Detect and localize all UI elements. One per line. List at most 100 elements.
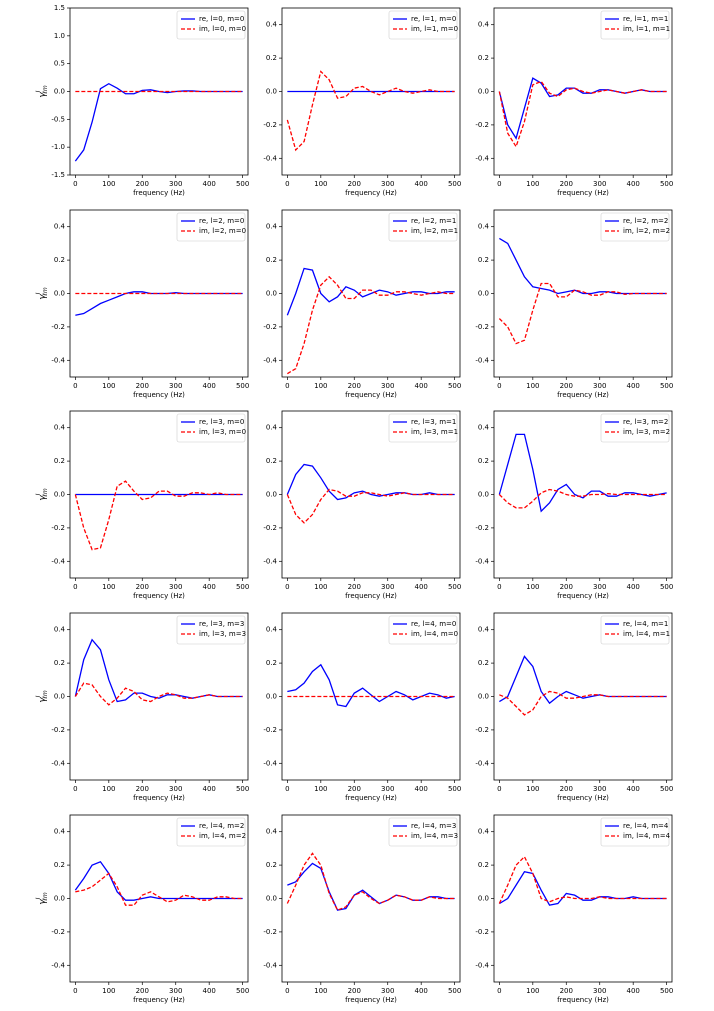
x-tick-label: 500 (660, 987, 673, 995)
subplot: 0 100 200 300 400 500 0.4 0.2 0.0 -0.2 -0.4 frequen… (475, 814, 673, 1004)
y-tick-label: 0.2 (266, 256, 277, 264)
legend-box (176, 413, 246, 443)
legend-label: im, l=4, m=1 (623, 630, 670, 638)
y-label-sup: I (35, 292, 42, 294)
legend-label: im, l=1, m=1 (623, 25, 670, 33)
x-tick-label: 300 (593, 583, 606, 591)
y-axis-label: γIℓm (35, 287, 49, 300)
y-tick-label: 0.4 (54, 626, 66, 634)
x-tick-label: 100 (102, 987, 115, 995)
x-axis-label: frequency (Hz) (133, 592, 185, 600)
y-tick-label: 0.4 (54, 828, 66, 836)
x-tick-label: 300 (593, 180, 606, 188)
x-tick-label: 500 (236, 785, 249, 793)
y-tick-label: 0.0 (266, 290, 277, 298)
x-tick-label: 400 (203, 583, 216, 591)
subplot: 0 100 200 300 400 500 0.4 0.2 0.0 -0.2 -0.4 frequen… (35, 410, 249, 600)
legend-label: im, l=1, m=0 (411, 25, 458, 33)
x-axis-label: frequency (Hz) (345, 794, 397, 802)
y-tick-label: -0.4 (475, 961, 489, 969)
x-tick-label: 100 (526, 382, 539, 390)
x-tick-label: 300 (593, 382, 606, 390)
x-tick-label: 100 (314, 785, 327, 793)
legend-box (600, 10, 670, 40)
y-label-sup: I (35, 897, 42, 899)
y-tick-label: 0.0 (478, 88, 489, 96)
series-line (498, 282, 667, 345)
x-tick-label: 400 (203, 180, 216, 188)
legend-label: im, l=4, m=3 (411, 832, 458, 840)
legend-label: re, l=4, m=1 (623, 620, 668, 628)
y-tick-label: 0.0 (478, 895, 489, 903)
y-axis-label: γIℓm (35, 488, 49, 501)
y-tick-label: 0.4 (54, 424, 66, 432)
y-tick-label: -0.4 (263, 154, 277, 162)
x-axis-label: frequency (Hz) (345, 996, 397, 1004)
x-tick-label: 200 (136, 180, 149, 188)
x-tick-label: 100 (102, 382, 115, 390)
legend-label: re, l=3, m=1 (411, 418, 456, 426)
legend-label: im, l=4, m=4 (623, 832, 671, 840)
y-tick-label: 0.0 (54, 693, 65, 701)
x-tick-label: 100 (102, 583, 115, 591)
y-tick-label: 0.4 (478, 424, 490, 432)
x-axis-label: frequency (Hz) (133, 391, 185, 399)
y-tick-label: 0.2 (54, 659, 65, 667)
x-axis-label: frequency (Hz) (557, 592, 609, 600)
y-tick-label: -0.4 (475, 356, 489, 364)
y-tick-label: -0.4 (475, 557, 489, 565)
legend-label: im, l=3, m=3 (199, 630, 246, 638)
legend-label: im, l=2, m=1 (411, 227, 458, 235)
legend-label: re, l=4, m=3 (411, 822, 456, 830)
x-tick-label: 200 (348, 382, 361, 390)
x-tick-label: 400 (203, 987, 216, 995)
series-line (286, 70, 455, 152)
legend-box (388, 615, 458, 645)
y-tick-label: 0.2 (266, 861, 277, 869)
x-tick-label: 200 (136, 583, 149, 591)
y-label-base: γ (38, 92, 48, 98)
x-tick-label: 400 (415, 382, 428, 390)
series-line (498, 855, 667, 904)
legend-label: re, l=3, m=2 (623, 418, 668, 426)
legend-box (388, 413, 458, 443)
x-tick-label: 0 (497, 987, 501, 995)
y-tick-label: -0.4 (263, 961, 277, 969)
y-tick-label: 0.0 (266, 693, 277, 701)
y-tick-label: 0.4 (478, 828, 490, 836)
y-tick-label: -0.4 (475, 759, 489, 767)
legend-label: im, l=2, m=0 (199, 227, 246, 235)
y-tick-label: -0.2 (51, 928, 65, 936)
legend-label: im, l=4, m=2 (199, 832, 246, 840)
x-tick-label: 500 (448, 583, 461, 591)
x-tick-label: 500 (236, 987, 249, 995)
x-tick-label: 100 (314, 987, 327, 995)
y-tick-label: 0.4 (266, 223, 278, 231)
y-tick-label: 0.2 (266, 54, 277, 62)
x-tick-label: 0 (497, 180, 501, 188)
x-tick-label: 500 (660, 180, 673, 188)
legend-label: re, l=0, m=0 (199, 15, 244, 23)
x-tick-label: 500 (448, 987, 461, 995)
y-label-base: γ (38, 294, 48, 300)
y-tick-label: -0.4 (475, 154, 489, 162)
y-tick-label: 0.4 (266, 21, 278, 29)
x-tick-label: 400 (627, 785, 640, 793)
y-tick-label: 0.0 (54, 895, 65, 903)
y-tick-label: 0.0 (54, 290, 65, 298)
x-tick-label: 0 (73, 987, 77, 995)
series-line (499, 690, 667, 716)
legend-label: re, l=4, m=0 (411, 620, 456, 628)
legend-box (176, 10, 246, 40)
x-tick-label: 500 (448, 180, 461, 188)
series-line (286, 852, 455, 912)
legend-box (388, 817, 458, 847)
y-tick-label: -1.0 (51, 143, 65, 151)
y-label-sub: ℓm (42, 892, 49, 901)
legend-label: im, l=0, m=0 (199, 25, 246, 33)
x-tick-label: 400 (203, 785, 216, 793)
y-tick-label: 0.0 (54, 88, 65, 96)
x-tick-label: 400 (627, 583, 640, 591)
y-tick-label: -0.2 (475, 524, 489, 532)
